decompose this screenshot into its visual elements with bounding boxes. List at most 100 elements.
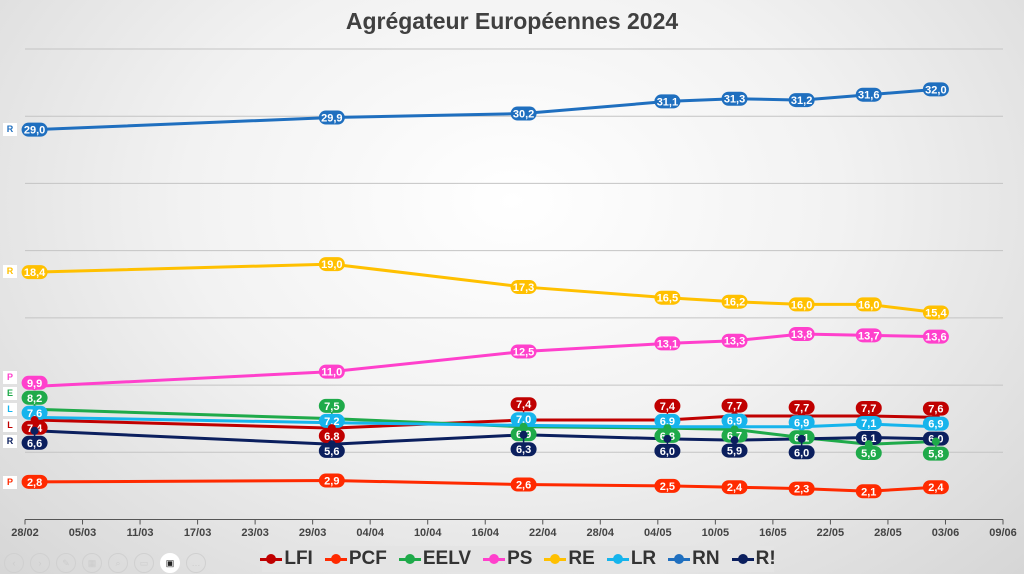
x-tick-label: 28/02 xyxy=(11,527,39,539)
data-label-RE: 16,0 xyxy=(858,299,879,311)
next-icon[interactable]: › xyxy=(30,553,50,573)
data-label-badge-RN xyxy=(318,110,345,125)
data-label-EELV: 8,2 xyxy=(27,393,42,405)
legend-item-PS: PS xyxy=(483,548,532,570)
party-logo-re-icon: R xyxy=(3,265,17,278)
data-label-badge-PS xyxy=(855,328,882,343)
data-label-PCF: 2,1 xyxy=(861,486,876,498)
data-label-badge-PCF xyxy=(788,481,815,496)
data-label-badge-PS xyxy=(510,344,537,359)
data-label-PS: 9,9 xyxy=(27,378,42,390)
x-tick-label: 03/06 xyxy=(932,527,960,539)
legend-label: RE xyxy=(568,548,595,569)
data-label-badge-PCF xyxy=(721,480,748,495)
data-label-PS: 11,0 xyxy=(321,367,342,379)
zoom-icon[interactable]: ⌕ xyxy=(108,553,128,573)
legend-swatch xyxy=(260,553,283,564)
data-label-badge-EELV xyxy=(21,390,48,405)
data-label-badge-R! xyxy=(21,435,48,450)
data-label-R!: 6,1 xyxy=(861,433,876,445)
data-label-LR: 7,6 xyxy=(27,408,42,420)
pen-icon[interactable]: ✎ xyxy=(56,553,76,573)
data-label-badge-RN xyxy=(721,91,748,106)
data-label-R!: 6,6 xyxy=(27,438,42,450)
data-label-badge-PCF xyxy=(855,484,882,499)
data-label-badge-PS xyxy=(922,329,949,344)
x-tick-label: 16/04 xyxy=(471,527,499,539)
x-tick-label: 11/03 xyxy=(127,527,154,539)
data-label-badge-RN xyxy=(654,94,681,109)
prev-icon[interactable]: ‹ xyxy=(4,553,24,573)
slides-icon[interactable]: ▦ xyxy=(82,553,102,573)
legend-swatch xyxy=(668,553,691,564)
legend-label: PCF xyxy=(348,548,387,569)
data-label-RN: 29,9 xyxy=(321,113,342,125)
data-label-PS: 13,3 xyxy=(724,336,745,348)
data-label-badge-LR xyxy=(510,412,537,427)
data-label-badge-LFI xyxy=(654,398,681,413)
data-label-LR: 7,1 xyxy=(861,418,876,430)
series-line-EELV xyxy=(34,407,936,446)
data-label-badge-LFI xyxy=(788,400,815,415)
data-label-badge-EELV xyxy=(721,428,748,443)
data-label-badge-EELV xyxy=(922,446,949,461)
data-label-badge-RN xyxy=(788,93,815,108)
data-label-badge-R! xyxy=(654,443,681,458)
data-label-PS: 12,5 xyxy=(513,346,534,358)
data-label-badge-RE xyxy=(318,257,345,272)
data-label-badge-PS xyxy=(788,326,815,341)
more-icon[interactable]: … xyxy=(186,553,206,573)
legend-label: LR xyxy=(630,548,657,569)
data-label-LFI: 7,7 xyxy=(727,401,742,413)
x-tick-label: 16/05 xyxy=(759,527,787,539)
legend-item-RN: RN xyxy=(668,548,720,570)
data-label-LR: 6,9 xyxy=(794,417,809,429)
subtitle-icon[interactable]: ▭ xyxy=(134,553,154,573)
data-label-badge-RN xyxy=(922,82,949,97)
x-tick-label: 22/05 xyxy=(817,527,845,539)
data-label-badge-PS xyxy=(318,364,345,379)
presentation-toolbar: ‹ › ✎ ▦ ⌕ ▭ ▣ … xyxy=(4,553,206,573)
legend-label: EELV xyxy=(422,548,472,569)
x-tick-label: 29/03 xyxy=(299,527,327,539)
data-label-LR: 7,0 xyxy=(516,414,531,426)
data-label-PS: 13,7 xyxy=(858,330,879,342)
data-label-LR: 6,9 xyxy=(928,419,943,431)
data-label-RN: 32,0 xyxy=(925,84,946,96)
legend-item-R!: R! xyxy=(731,548,776,570)
data-label-badge-R! xyxy=(855,430,882,445)
data-label-R!: 6,3 xyxy=(516,444,531,456)
series-line-LFI xyxy=(34,414,936,430)
party-logo-lfi-icon: L xyxy=(3,419,17,432)
data-label-PCF: 2,9 xyxy=(324,476,339,488)
legend-item-EELV: EELV xyxy=(398,548,472,570)
legend-item-PCF: PCF xyxy=(324,548,387,570)
data-label-RE: 18,4 xyxy=(24,267,46,279)
legend-label: PS xyxy=(507,548,533,569)
data-label-badge-LFI xyxy=(318,428,345,443)
data-label-badge-LFI xyxy=(855,400,882,415)
data-label-badge-RE xyxy=(721,294,748,309)
party-logo-rn-icon: R xyxy=(3,123,17,136)
legend-swatch xyxy=(544,553,567,564)
party-logo-lr-icon: L xyxy=(3,403,17,416)
x-tick-label: 10/04 xyxy=(414,527,442,539)
data-label-badge-PCF xyxy=(318,473,345,488)
data-label-badge-PS xyxy=(654,336,681,351)
party-logo-pcf-icon: P xyxy=(3,476,17,489)
data-label-badge-PCF xyxy=(654,478,681,493)
x-tick-label: 28/05 xyxy=(874,527,902,539)
party-logo-r-icon: R xyxy=(3,435,17,448)
camera-icon[interactable]: ▣ xyxy=(160,553,180,573)
data-label-LFI: 6,8 xyxy=(324,431,339,443)
data-label-PS: 13,6 xyxy=(925,332,946,344)
data-label-PCF: 2,4 xyxy=(727,482,743,494)
data-label-RE: 16,0 xyxy=(791,299,812,311)
data-label-badge-LR xyxy=(855,415,882,430)
legend-label: R! xyxy=(755,548,776,569)
data-label-badge-LR xyxy=(21,405,48,420)
data-label-RE: 15,4 xyxy=(925,307,947,319)
x-tick-label: 23/03 xyxy=(241,527,269,539)
data-label-PCF: 2,8 xyxy=(27,477,42,489)
